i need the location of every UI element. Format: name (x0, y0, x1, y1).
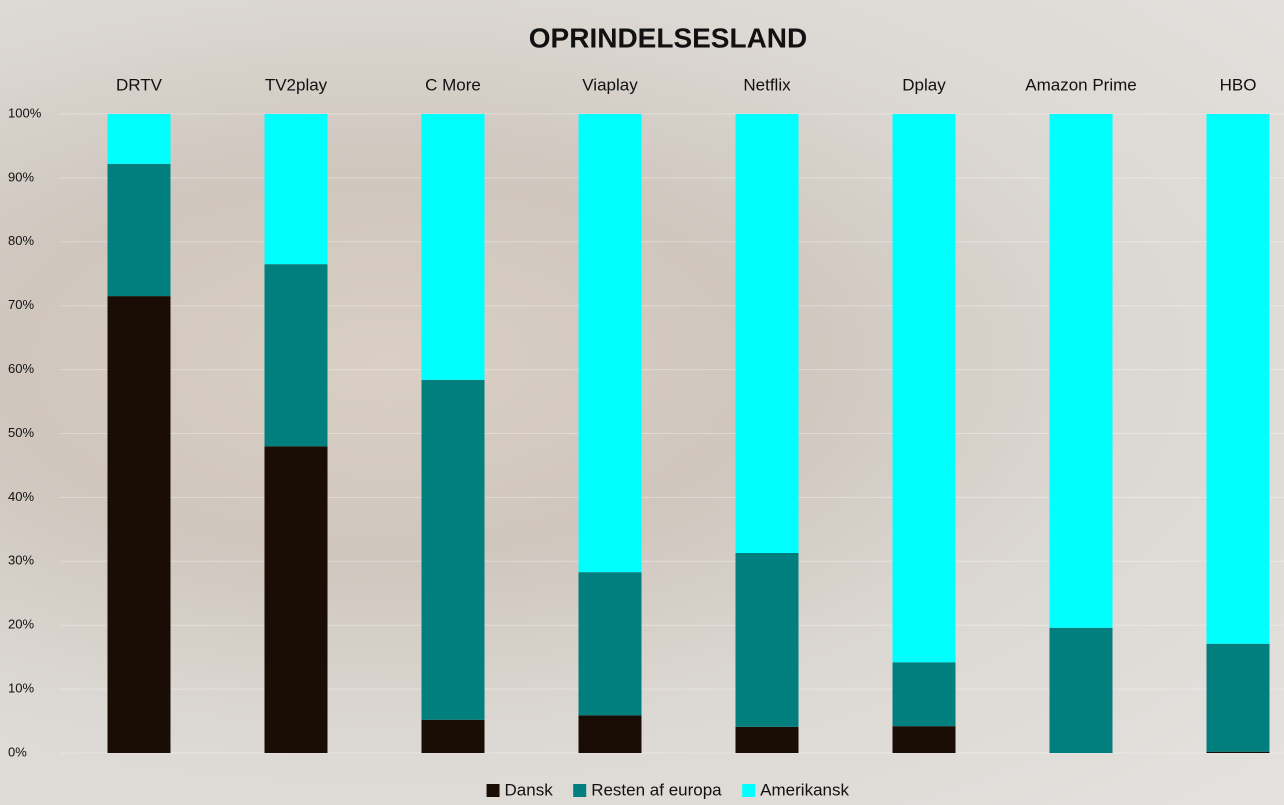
bar-segment (736, 727, 799, 753)
x-tick-label: C More (425, 75, 481, 94)
x-tick-label: DRTV (116, 75, 163, 94)
bar-segment (893, 114, 956, 662)
bar-segment (108, 164, 171, 296)
bar-segment (579, 114, 642, 572)
x-tick-label: Dplay (902, 75, 946, 94)
x-tick-label: Viaplay (582, 75, 638, 94)
bar-segment (1050, 628, 1113, 753)
bar-segment (1207, 114, 1270, 644)
y-tick-label: 30% (8, 553, 34, 568)
chart: OPRINDELSESLAND 0% 10% 20% 30% 40% 50% 60% 70% 8… (0, 0, 1284, 805)
bar-segment (893, 662, 956, 726)
bar-segment (1207, 644, 1270, 752)
bar-segment (579, 572, 642, 715)
x-tick-label: Amazon Prime (1025, 75, 1136, 94)
legend-swatch (573, 784, 586, 797)
legend-label: Amerikansk (760, 780, 849, 799)
y-tick-label: 100% (8, 105, 42, 120)
x-tick-label: TV2play (265, 75, 328, 94)
page: OPRINDELSESLAND 0% 10% 20% 30% 40% 50% 60% 70% 8… (0, 0, 1284, 805)
y-tick-label: 10% (8, 681, 34, 696)
legend-swatch (742, 784, 755, 797)
legend-label: Dansk (505, 780, 554, 799)
y-tick-label: 90% (8, 169, 34, 184)
bar-segment (1207, 752, 1270, 753)
bar-segment (1050, 114, 1113, 628)
bar-segment (736, 553, 799, 727)
bar-segment (265, 446, 328, 753)
chart-title: OPRINDELSESLAND (529, 22, 807, 53)
y-tick-label: 60% (8, 361, 34, 376)
bar-segment (736, 114, 799, 553)
bar-segment (265, 114, 328, 264)
bar-segment (108, 114, 171, 164)
bar-segment (265, 264, 328, 446)
y-tick-label: 0% (8, 744, 27, 759)
bar-segment (422, 380, 485, 720)
bar-segment (422, 114, 485, 380)
bar-segment (108, 296, 171, 753)
legend-label: Resten af europa (591, 780, 722, 799)
bar-segment (893, 726, 956, 753)
bar-segment (422, 720, 485, 753)
y-tick-label: 20% (8, 617, 34, 632)
y-tick-label: 50% (8, 425, 34, 440)
x-tick-label: HBO (1220, 75, 1257, 94)
x-tick-label: Netflix (743, 75, 791, 94)
bar-segment (579, 715, 642, 753)
y-tick-label: 80% (8, 233, 34, 248)
y-tick-label: 40% (8, 489, 34, 504)
y-tick-label: 70% (8, 297, 34, 312)
legend-swatch (487, 784, 500, 797)
